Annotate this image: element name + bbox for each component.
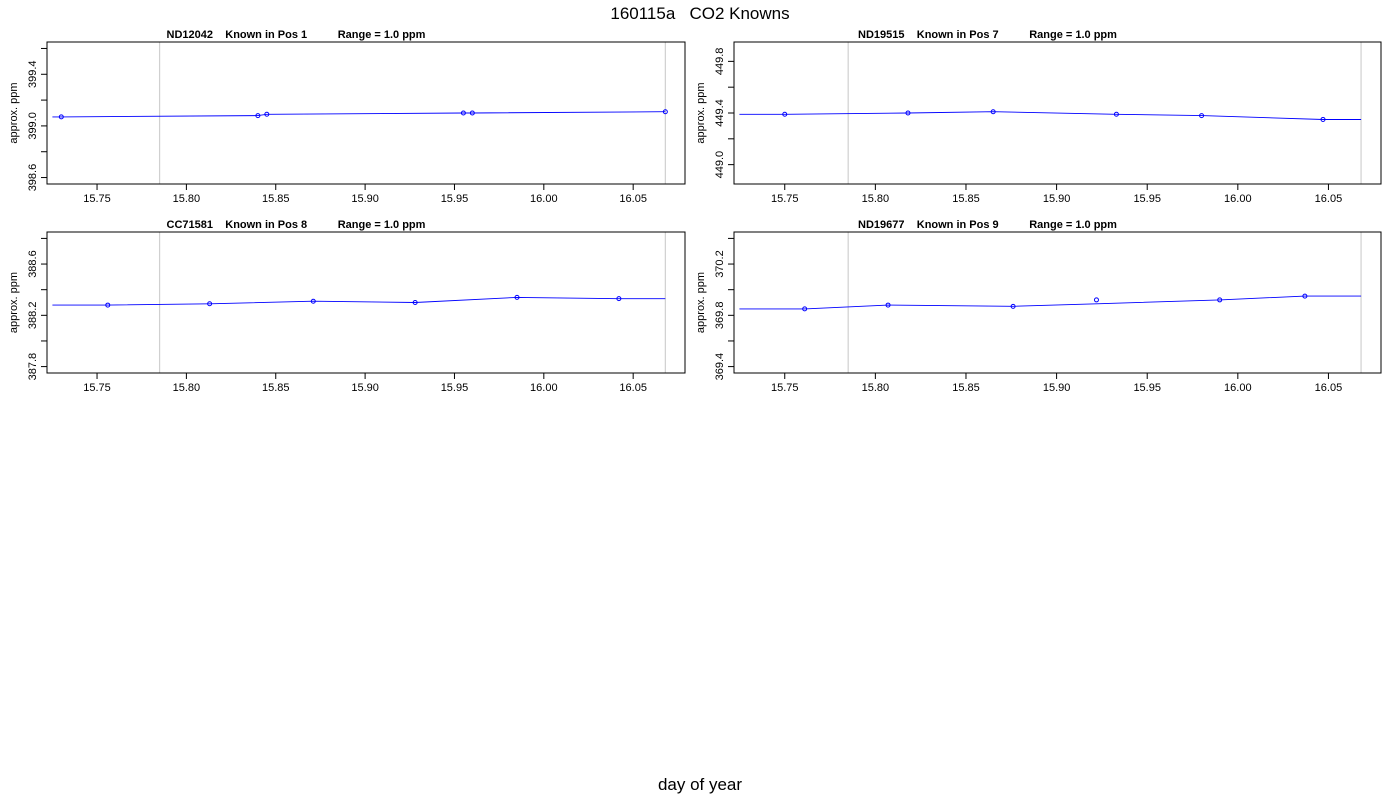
data-point (310, 298, 316, 304)
y-tick-label: 399.0 (27, 112, 39, 140)
x-tick-label: 16.05 (1315, 193, 1343, 205)
y-tick-label: 399.4 (27, 61, 39, 89)
series-line (739, 111, 1362, 120)
y-axis-label: approx. ppm (8, 82, 20, 143)
chart-title: CC71581 Known in Pos 8 Range = 1.0 ppm (167, 219, 426, 231)
y-tick-label: 388.2 (27, 302, 39, 330)
series-line (739, 295, 1362, 310)
data-point (514, 294, 520, 300)
y-tick-label: 449.4 (714, 99, 726, 127)
x-tick-label: 15.95 (441, 193, 469, 205)
x-tick-label: 15.85 (952, 193, 980, 205)
y-tick-label: 388.6 (27, 250, 39, 278)
y-tick-label: 449.0 (714, 151, 726, 179)
chart-panel-4: ND19677 Known in Pos 9 Range = 1.0 ppm ap… (695, 219, 1382, 394)
x-tick-label: 15.90 (351, 382, 379, 394)
data-point (412, 300, 418, 305)
data-point (1113, 111, 1119, 117)
x-tick-label: 15.75 (771, 382, 799, 394)
x-tick-label: 15.85 (262, 382, 290, 394)
x-tick-label: 16.00 (1224, 193, 1252, 205)
data-point (1093, 297, 1099, 303)
x-tick-label: 15.80 (862, 382, 890, 394)
x-tick-label: 15.85 (262, 193, 290, 205)
data-point (1217, 297, 1223, 303)
data-point (802, 306, 808, 312)
x-tick-label: 15.95 (1133, 382, 1161, 394)
x-tick-label: 15.75 (771, 193, 799, 205)
x-tick-label: 15.90 (351, 193, 379, 205)
chart-panel-3: CC71581 Known in Pos 8 Range = 1.0 ppm ap… (8, 219, 686, 394)
x-tick-label: 15.95 (1133, 193, 1161, 205)
data-point (469, 110, 475, 116)
chart-title: ND19515 Known in Pos 7 Range = 1.0 ppm (858, 29, 1117, 41)
y-tick-label: 369.8 (714, 302, 726, 330)
y-axis-label: approx. ppm (695, 82, 707, 143)
series-line (52, 296, 666, 306)
y-tick-label: 370.2 (714, 250, 726, 278)
data-point (662, 109, 668, 115)
x-tick-label: 15.95 (441, 382, 469, 394)
y-tick-label: 369.4 (714, 353, 726, 381)
plot-frame (733, 231, 1382, 374)
data-point (990, 109, 996, 115)
x-tick-label: 15.75 (83, 193, 111, 205)
plot-frame (46, 231, 686, 374)
x-tick-label: 16.05 (1315, 382, 1343, 394)
x-tick-label: 16.05 (619, 382, 647, 394)
plot-frame (46, 41, 686, 185)
x-tick-label: 16.00 (1224, 382, 1252, 394)
data-point (264, 111, 270, 117)
x-tick-label: 15.80 (173, 382, 201, 394)
data-point (1010, 303, 1016, 309)
y-axis-label: approx. ppm (695, 272, 707, 333)
data-point (616, 296, 622, 302)
y-tick-label: 449.8 (714, 48, 726, 76)
chart-title: ND12042 Known in Pos 1 Range = 1.0 ppm (167, 29, 426, 41)
data-point (105, 302, 111, 308)
x-tick-label: 15.90 (1043, 193, 1071, 205)
data-point (255, 113, 261, 119)
data-point (207, 301, 213, 307)
data-point (1199, 113, 1205, 119)
x-tick-label: 15.80 (862, 193, 890, 205)
y-axis-label: approx. ppm (8, 272, 20, 333)
chart-panel-1: ND12042 Known in Pos 1 Range = 1.0 ppm ap… (8, 29, 686, 205)
x-tick-label: 15.85 (952, 382, 980, 394)
data-point (460, 110, 466, 116)
chart-panel-2: ND19515 Known in Pos 7 Range = 1.0 ppm ap… (695, 29, 1382, 205)
x-tick-label: 16.00 (530, 382, 558, 394)
x-tick-label: 15.80 (173, 193, 201, 205)
data-point (885, 302, 891, 308)
y-tick-label: 387.8 (27, 353, 39, 381)
chart-title: ND19677 Known in Pos 9 Range = 1.0 ppm (858, 219, 1117, 231)
data-point (905, 110, 911, 116)
x-axis-label: day of year (657, 775, 743, 794)
x-tick-label: 16.00 (530, 193, 558, 205)
data-point (58, 114, 64, 120)
x-tick-label: 15.75 (83, 382, 111, 394)
page-title: 160115a CO2 Knowns (610, 4, 790, 23)
x-tick-label: 15.90 (1043, 382, 1071, 394)
data-point (1320, 116, 1326, 122)
data-point (1302, 293, 1308, 299)
series-line (52, 111, 666, 118)
y-tick-label: 398.6 (27, 164, 39, 192)
x-tick-label: 16.05 (619, 193, 647, 205)
data-point (782, 111, 788, 117)
